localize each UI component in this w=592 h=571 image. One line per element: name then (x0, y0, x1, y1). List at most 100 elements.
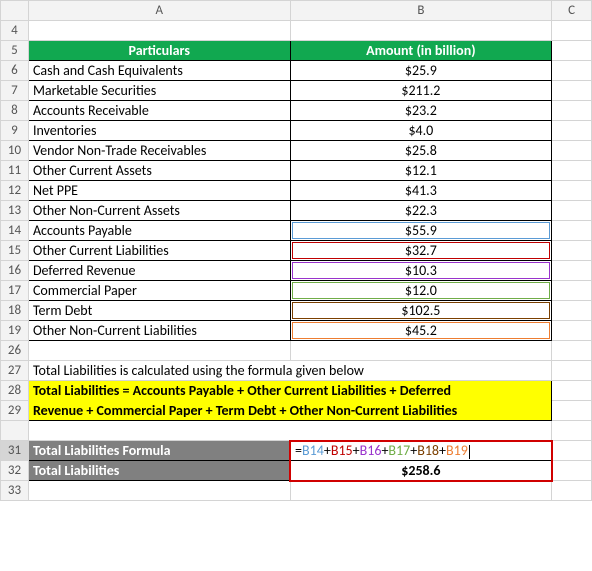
row-header[interactable]: 19 (1, 321, 29, 341)
particulars-cell[interactable]: Other Non-Current Assets (28, 201, 290, 221)
cell[interactable] (552, 401, 592, 421)
row-header[interactable]: 13 (1, 201, 29, 221)
cell[interactable] (552, 381, 592, 401)
cell[interactable] (552, 141, 592, 161)
amount-cell[interactable]: $12.1 (290, 161, 552, 181)
note-text[interactable]: Total Liabilities is calculated using th… (28, 361, 551, 381)
row-header[interactable]: 9 (1, 121, 29, 141)
amount-cell[interactable]: $25.8 (290, 141, 552, 161)
row-header[interactable]: 17 (1, 281, 29, 301)
particulars-cell[interactable]: Cash and Cash Equivalents (28, 61, 290, 81)
particulars-cell[interactable]: Other Current Assets (28, 161, 290, 181)
row-header[interactable]: 16 (1, 261, 29, 281)
total-value[interactable]: $258.6 (290, 461, 552, 481)
particulars-cell[interactable]: Other Non-Current Liabilities (28, 321, 290, 341)
cell[interactable] (552, 361, 592, 381)
amount-cell[interactable]: $10.3 (290, 261, 552, 281)
cell[interactable] (552, 161, 592, 181)
formula-description-line2[interactable]: Revenue + Commercial Paper + Term Debt +… (28, 401, 551, 421)
formula-label[interactable]: Total Liabilities Formula (28, 441, 290, 461)
particulars-cell[interactable]: Vendor Non-Trade Receivables (28, 141, 290, 161)
particulars-cell[interactable]: Term Debt (28, 301, 290, 321)
cell[interactable] (552, 461, 592, 481)
col-header-b[interactable]: B (290, 1, 552, 21)
spreadsheet-grid[interactable]: A B C 4 5 Particulars Amount (in billion… (0, 0, 592, 501)
table-row: 6Cash and Cash Equivalents$25.9 (1, 61, 592, 81)
row-header[interactable]: 5 (1, 41, 29, 61)
row-header[interactable]: 12 (1, 181, 29, 201)
particulars-cell[interactable]: Inventories (28, 121, 290, 141)
column-header-row: A B C (1, 1, 592, 21)
cell[interactable] (552, 481, 592, 501)
particulars-cell[interactable]: Net PPE (28, 181, 290, 201)
amount-cell[interactable]: $25.9 (290, 61, 552, 81)
row-header[interactable]: 6 (1, 61, 29, 81)
particulars-cell[interactable]: Accounts Receivable (28, 101, 290, 121)
amount-cell[interactable]: $55.9 (290, 221, 552, 241)
row-header[interactable]: 18 (1, 301, 29, 321)
cell[interactable] (290, 341, 552, 361)
select-all-corner[interactable] (1, 1, 29, 21)
row-header[interactable]: 31 (1, 441, 29, 461)
cell[interactable] (552, 181, 592, 201)
row-header[interactable]: 26 (1, 341, 29, 361)
amount-cell[interactable]: $4.0 (290, 121, 552, 141)
particulars-cell[interactable]: Accounts Payable (28, 221, 290, 241)
row-header[interactable]: 33 (1, 481, 29, 501)
amount-cell[interactable]: $12.0 (290, 281, 552, 301)
row-header[interactable]: 27 (1, 361, 29, 381)
col-header-c[interactable]: C (552, 1, 592, 21)
row-header[interactable]: 15 (1, 241, 29, 261)
cell[interactable] (552, 201, 592, 221)
row-header[interactable]: 4 (1, 21, 29, 41)
amount-cell[interactable]: $22.3 (290, 201, 552, 221)
cell[interactable] (552, 261, 592, 281)
formula-editing-cell[interactable]: =B14+B15+B16+B17+B18+B19 (290, 441, 552, 461)
cell[interactable] (552, 121, 592, 141)
cell[interactable] (552, 281, 592, 301)
cell[interactable] (28, 421, 551, 441)
cell[interactable] (552, 241, 592, 261)
cell[interactable] (552, 101, 592, 121)
cell[interactable] (552, 41, 592, 61)
amount-cell[interactable]: $211.2 (290, 81, 552, 101)
particulars-cell[interactable]: Deferred Revenue (28, 261, 290, 281)
row-header[interactable]: 32 (1, 461, 29, 481)
row-header[interactable]: 10 (1, 141, 29, 161)
amount-cell[interactable]: $41.3 (290, 181, 552, 201)
amount-cell[interactable]: $32.7 (290, 241, 552, 261)
formula-description-line1[interactable]: Total Liabilities = Accounts Payable + O… (28, 381, 551, 401)
cell[interactable] (552, 321, 592, 341)
cell[interactable] (552, 341, 592, 361)
amount-cell[interactable]: $102.5 (290, 301, 552, 321)
table-header-amount[interactable]: Amount (in billion) (290, 41, 552, 61)
total-label[interactable]: Total Liabilities (28, 461, 290, 481)
cell[interactable] (552, 221, 592, 241)
particulars-cell[interactable]: Other Current Liabilities (28, 241, 290, 261)
cell[interactable] (28, 481, 290, 501)
cell[interactable] (28, 341, 290, 361)
row-header[interactable]: 7 (1, 81, 29, 101)
amount-cell[interactable]: $45.2 (290, 321, 552, 341)
row-header[interactable]: 29 (1, 401, 29, 421)
cell[interactable] (552, 421, 592, 441)
cell[interactable] (552, 61, 592, 81)
amount-cell[interactable]: $23.2 (290, 101, 552, 121)
row-header[interactable]: 8 (1, 101, 29, 121)
row-header[interactable]: 28 (1, 381, 29, 401)
cell[interactable] (552, 81, 592, 101)
cell[interactable] (552, 301, 592, 321)
cell[interactable] (552, 441, 592, 461)
col-header-a[interactable]: A (28, 1, 290, 21)
table-header-particulars[interactable]: Particulars (28, 41, 290, 61)
particulars-cell[interactable]: Commercial Paper (28, 281, 290, 301)
particulars-cell[interactable]: Marketable Securities (28, 81, 290, 101)
cell[interactable] (552, 21, 592, 41)
row-header[interactable]: 11 (1, 161, 29, 181)
cell[interactable] (290, 481, 552, 501)
cell[interactable] (290, 21, 552, 41)
cell[interactable] (28, 21, 290, 41)
table-row: 13Other Non-Current Assets$22.3 (1, 201, 592, 221)
row-header[interactable]: 14 (1, 221, 29, 241)
row-header[interactable] (1, 421, 29, 441)
